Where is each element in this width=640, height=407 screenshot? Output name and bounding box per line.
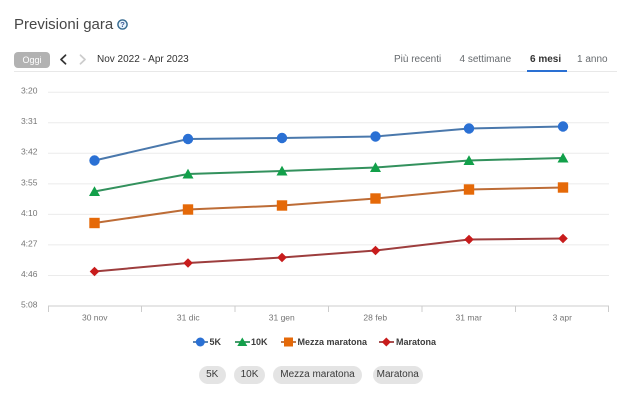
- svg-text:4:10: 4:10: [21, 208, 38, 218]
- svg-text:3:42: 3:42: [21, 147, 38, 157]
- svg-text:30 nov: 30 nov: [82, 312, 108, 322]
- svg-text:28 feb: 28 feb: [363, 312, 387, 322]
- svg-text:4:46: 4:46: [21, 269, 38, 279]
- svg-text:3:55: 3:55: [21, 177, 38, 187]
- svg-text:3:31: 3:31: [21, 116, 38, 126]
- svg-text:31 mar: 31 mar: [456, 312, 483, 322]
- svg-text:4:27: 4:27: [21, 238, 38, 248]
- svg-text:5:08: 5:08: [21, 299, 38, 309]
- svg-text:31 gen: 31 gen: [269, 312, 295, 322]
- svg-text:31 dic: 31 dic: [177, 312, 200, 322]
- svg-text:3 apr: 3 apr: [553, 312, 573, 322]
- svg-text:3:20: 3:20: [21, 86, 38, 96]
- svg-text:?: ?: [120, 20, 125, 29]
